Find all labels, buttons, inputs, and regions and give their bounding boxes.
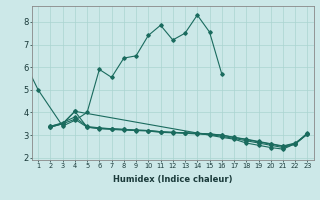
X-axis label: Humidex (Indice chaleur): Humidex (Indice chaleur): [113, 175, 233, 184]
